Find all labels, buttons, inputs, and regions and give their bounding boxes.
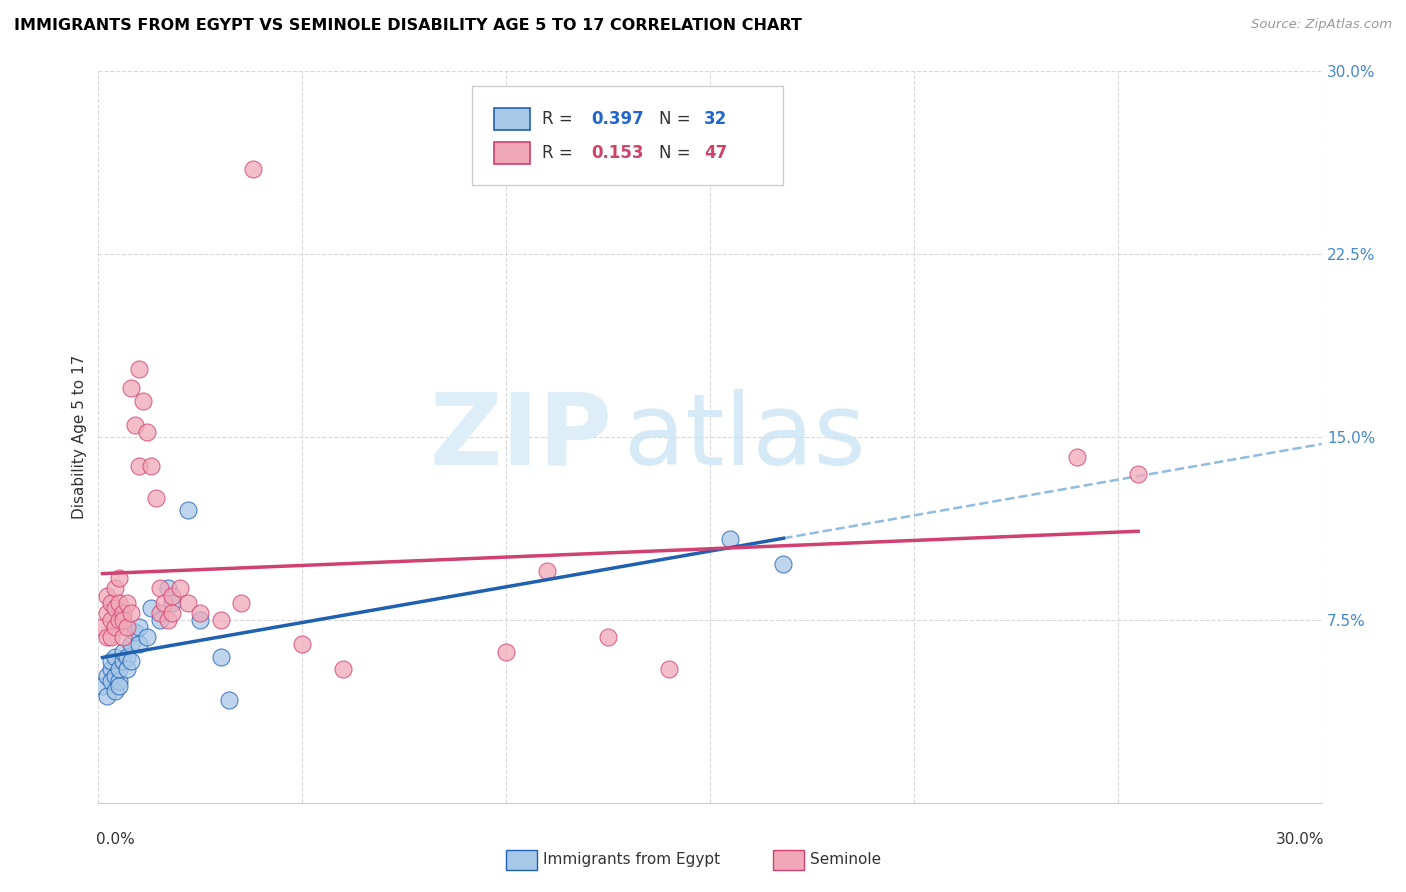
Point — [111, 606, 134, 620]
Point — [115, 662, 138, 676]
Text: ZIP: ZIP — [429, 389, 612, 485]
Point — [111, 654, 134, 668]
Point — [1128, 467, 1150, 481]
Point — [108, 596, 131, 610]
FancyBboxPatch shape — [494, 143, 530, 164]
Point — [104, 581, 127, 595]
Point — [152, 596, 174, 610]
Point — [218, 693, 240, 707]
Point — [332, 662, 354, 676]
Text: 30.0%: 30.0% — [1275, 832, 1324, 847]
Point — [145, 491, 167, 505]
Point — [108, 613, 131, 627]
Point — [188, 606, 212, 620]
Point — [100, 596, 122, 610]
Point — [115, 596, 138, 610]
Point — [720, 533, 742, 547]
Point — [242, 161, 264, 176]
Point — [104, 649, 127, 664]
Text: R =: R = — [543, 110, 578, 128]
Point — [96, 630, 118, 644]
Point — [124, 417, 146, 432]
Point — [108, 572, 131, 586]
Text: R =: R = — [543, 145, 578, 162]
Point — [136, 425, 159, 440]
Text: Immigrants from Egypt: Immigrants from Egypt — [543, 853, 720, 867]
Text: 0.153: 0.153 — [592, 145, 644, 162]
Point — [104, 600, 127, 615]
Point — [120, 381, 142, 395]
Point — [128, 459, 150, 474]
Point — [1066, 450, 1088, 464]
Point — [149, 613, 172, 627]
Point — [160, 596, 183, 610]
Point — [96, 606, 118, 620]
Point — [132, 393, 155, 408]
Y-axis label: Disability Age 5 to 17: Disability Age 5 to 17 — [72, 355, 87, 519]
Point — [91, 679, 114, 693]
Point — [115, 649, 138, 664]
Point — [291, 637, 314, 651]
Point — [177, 503, 200, 517]
Point — [149, 581, 172, 595]
Point — [128, 361, 150, 376]
Point — [91, 620, 114, 634]
Point — [120, 654, 142, 668]
Point — [108, 662, 131, 676]
Point — [141, 459, 163, 474]
Point — [772, 557, 794, 571]
Point — [156, 613, 179, 627]
Point — [108, 679, 131, 693]
Point — [160, 606, 183, 620]
Text: 0.397: 0.397 — [592, 110, 644, 128]
Text: 0.0%: 0.0% — [96, 832, 135, 847]
Point — [100, 654, 122, 668]
Point — [96, 589, 118, 603]
Point — [96, 669, 118, 683]
Point — [136, 630, 159, 644]
Point — [100, 673, 122, 688]
Point — [156, 581, 179, 595]
FancyBboxPatch shape — [494, 108, 530, 130]
Point — [104, 620, 127, 634]
Point — [111, 645, 134, 659]
FancyBboxPatch shape — [471, 86, 783, 185]
Point — [108, 673, 131, 688]
Point — [209, 613, 232, 627]
Point — [495, 645, 517, 659]
Text: 32: 32 — [704, 110, 727, 128]
Point — [96, 689, 118, 703]
Point — [536, 564, 558, 578]
Point — [598, 630, 620, 644]
Point — [100, 613, 122, 627]
Point — [149, 606, 172, 620]
Point — [120, 606, 142, 620]
Text: atlas: atlas — [624, 389, 866, 485]
Point — [658, 662, 681, 676]
Point — [104, 669, 127, 683]
Point — [160, 589, 183, 603]
Point — [100, 630, 122, 644]
Text: 47: 47 — [704, 145, 727, 162]
Text: Source: ZipAtlas.com: Source: ZipAtlas.com — [1251, 18, 1392, 31]
Point — [141, 600, 163, 615]
Point — [188, 613, 212, 627]
Point — [111, 630, 134, 644]
Point — [177, 596, 200, 610]
Point — [104, 683, 127, 698]
Point — [128, 637, 150, 651]
Point — [111, 613, 134, 627]
Text: N =: N = — [658, 145, 696, 162]
Text: N =: N = — [658, 110, 696, 128]
Point — [231, 596, 253, 610]
Point — [209, 649, 232, 664]
Point — [100, 662, 122, 676]
Point — [169, 581, 191, 595]
Text: Seminole: Seminole — [810, 853, 882, 867]
Point — [120, 637, 142, 651]
Point — [124, 625, 146, 640]
Text: IMMIGRANTS FROM EGYPT VS SEMINOLE DISABILITY AGE 5 TO 17 CORRELATION CHART: IMMIGRANTS FROM EGYPT VS SEMINOLE DISABI… — [14, 18, 801, 33]
Point — [128, 620, 150, 634]
Point — [115, 620, 138, 634]
